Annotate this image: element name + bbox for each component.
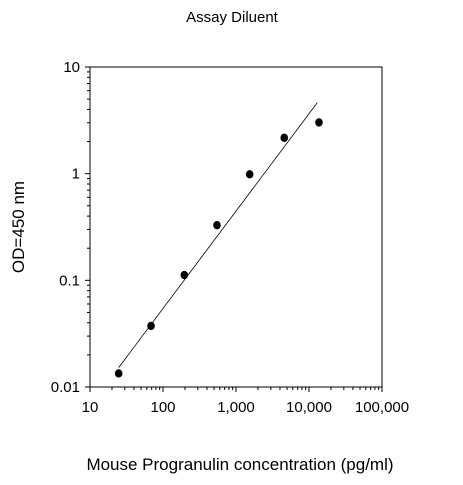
x-axis-ticks: 10 100 1,000 10,000 100,000 — [82, 387, 409, 416]
x-tick-label: 100 — [150, 399, 175, 416]
x-axis-label: Mouse Progranulin concentration (pg/ml) — [86, 455, 393, 474]
data-point — [147, 321, 155, 331]
x-tick-label: 10 — [82, 399, 99, 416]
data-points — [114, 118, 323, 378]
chart-title: Assay Diluent — [186, 9, 279, 26]
data-point — [180, 270, 189, 280]
x-tick-label: 100,000 — [355, 399, 409, 416]
y-tick-label: 1 — [72, 166, 80, 183]
y-axis-ticks: 0.01 0.1 1 10 — [51, 59, 90, 396]
y-tick-label: 10 — [63, 59, 80, 76]
data-point — [315, 118, 323, 127]
x-tick-label: 10,000 — [286, 399, 332, 416]
y-tick-label: 0.1 — [59, 272, 80, 289]
data-point — [114, 369, 123, 378]
data-point — [213, 220, 221, 230]
y-tick-label: 0.01 — [51, 379, 80, 396]
data-point — [245, 170, 254, 179]
y-axis-label: OD=450 nm — [9, 181, 28, 273]
x-tick-label: 1,000 — [217, 399, 255, 416]
plot-area-frame — [89, 66, 383, 388]
data-point — [280, 133, 289, 142]
